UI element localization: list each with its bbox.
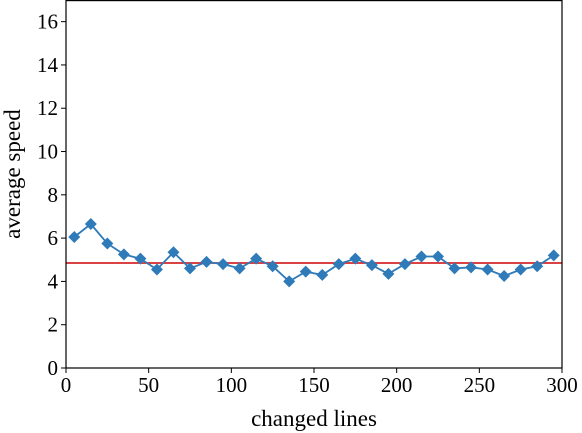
data-point-marker xyxy=(134,252,147,265)
data-point-marker xyxy=(167,246,180,259)
y-tick-label: 4 xyxy=(48,269,59,293)
data-point-marker xyxy=(448,262,461,275)
x-tick-label: 250 xyxy=(464,373,496,397)
data-point-marker xyxy=(398,258,411,271)
data-point-marker xyxy=(117,248,130,261)
data-point-marker xyxy=(498,270,511,282)
data-point-marker xyxy=(184,262,196,275)
axes-frame xyxy=(65,0,563,369)
x-tick-label: 150 xyxy=(298,373,330,397)
data-point-marker xyxy=(547,249,560,262)
x-axis-title: changed lines xyxy=(251,406,377,431)
x-tick-label: 50 xyxy=(138,373,159,397)
y-tick-label: 12 xyxy=(37,96,58,120)
x-tick-label: 0 xyxy=(61,373,72,397)
data-point-marker xyxy=(432,250,444,263)
data-point-marker xyxy=(365,259,378,272)
y-tick-label: 14 xyxy=(37,53,59,77)
data-point-marker xyxy=(150,263,163,276)
x-tick-label: 200 xyxy=(381,373,413,397)
y-tick-label: 16 xyxy=(37,10,58,34)
plot-area xyxy=(66,218,562,288)
data-point-marker xyxy=(200,255,213,268)
data-point-marker xyxy=(465,261,478,274)
data-point-marker xyxy=(217,258,230,271)
y-axis-title: average speed xyxy=(0,109,25,239)
data-point-marker xyxy=(349,252,362,265)
data-point-marker xyxy=(415,250,428,263)
data-point-marker xyxy=(299,265,312,278)
x-tick-label: 300 xyxy=(546,373,578,397)
data-point-marker xyxy=(481,263,494,276)
tick-group: 0 50 100 150 200 250 300 0 2 4 6 8 10 12 14 16 xyxy=(37,10,578,397)
data-point-marker xyxy=(514,263,527,276)
data-point-marker xyxy=(266,260,279,273)
data-point-marker xyxy=(283,275,296,288)
y-tick-label: 2 xyxy=(48,313,59,337)
data-point-marker xyxy=(316,268,329,281)
data-point-marker xyxy=(531,260,544,273)
data-point-marker xyxy=(68,231,81,244)
y-tick-label: 6 xyxy=(48,226,59,250)
data-point-marker xyxy=(250,252,263,265)
data-point-marker xyxy=(382,267,395,280)
x-tick-label: 100 xyxy=(216,373,248,397)
data-point-marker xyxy=(233,262,246,275)
data-point-marker xyxy=(101,237,114,250)
y-tick-label: 10 xyxy=(37,140,58,164)
y-tick-label: 8 xyxy=(48,183,59,207)
data-point-marker xyxy=(332,258,345,271)
data-point-marker xyxy=(84,218,97,231)
series-line xyxy=(73,222,555,283)
y-tick-label: 0 xyxy=(48,356,59,380)
